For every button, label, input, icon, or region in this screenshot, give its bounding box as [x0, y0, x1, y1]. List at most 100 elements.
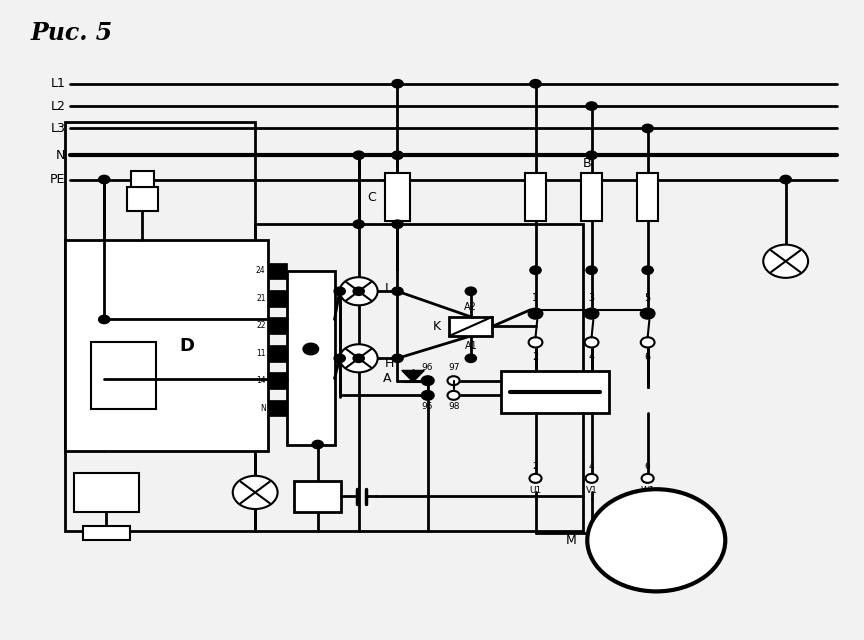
Circle shape [353, 151, 365, 159]
Circle shape [586, 310, 597, 318]
Circle shape [585, 337, 599, 348]
Text: 4: 4 [588, 461, 594, 470]
Circle shape [530, 79, 541, 88]
Circle shape [448, 376, 460, 385]
Text: A1: A1 [465, 341, 477, 351]
Circle shape [641, 337, 655, 348]
Text: 3: 3 [588, 292, 594, 303]
Bar [501, 371, 609, 413]
Text: 24: 24 [256, 266, 265, 275]
Text: D: D [180, 337, 194, 355]
Circle shape [530, 266, 541, 275]
Bar [66, 240, 268, 451]
Circle shape [334, 354, 346, 362]
Circle shape [642, 474, 654, 483]
Circle shape [392, 79, 403, 88]
Bar [255, 224, 583, 531]
Circle shape [353, 354, 365, 362]
Circle shape [642, 310, 653, 318]
Circle shape [340, 277, 378, 305]
Text: 96: 96 [421, 364, 433, 372]
Circle shape [642, 124, 653, 132]
Circle shape [312, 440, 323, 449]
Text: N: N [260, 404, 265, 413]
Circle shape [530, 474, 542, 483]
Circle shape [588, 489, 725, 591]
Text: I: I [384, 282, 388, 294]
Bar [268, 290, 287, 307]
Circle shape [530, 310, 541, 318]
Text: 3 ~: 3 ~ [645, 548, 668, 561]
Circle shape [98, 175, 110, 184]
Bar [525, 173, 546, 221]
Circle shape [422, 391, 434, 400]
Circle shape [422, 376, 433, 385]
Polygon shape [402, 371, 424, 382]
Circle shape [586, 102, 597, 110]
Bar [384, 173, 410, 221]
Bar [131, 171, 154, 187]
Bar [92, 342, 156, 410]
Text: 1: 1 [532, 292, 538, 303]
Text: 6: 6 [645, 352, 651, 362]
Text: B: B [583, 157, 592, 170]
Circle shape [465, 287, 476, 296]
Text: C: C [367, 191, 376, 204]
Text: 2: 2 [533, 461, 538, 470]
Text: N: N [56, 148, 66, 162]
Bar [449, 317, 492, 336]
Text: 98: 98 [448, 403, 461, 412]
Text: M: M [566, 534, 577, 547]
Circle shape [392, 354, 403, 362]
Bar [268, 262, 287, 279]
Text: 21: 21 [256, 294, 265, 303]
Text: A: A [383, 372, 391, 385]
Text: PE: PE [50, 173, 66, 186]
Text: M: M [648, 520, 664, 538]
Text: L3: L3 [50, 122, 66, 135]
Text: H: H [384, 357, 394, 370]
Circle shape [392, 220, 403, 228]
Bar [268, 372, 287, 389]
Text: W1: W1 [640, 486, 655, 495]
Circle shape [529, 308, 543, 319]
Text: 4: 4 [588, 352, 594, 362]
Circle shape [586, 266, 597, 275]
Bar [268, 317, 287, 334]
Circle shape [642, 266, 653, 275]
Text: Рис. 5: Рис. 5 [31, 21, 113, 45]
Circle shape [303, 343, 319, 355]
Circle shape [98, 316, 110, 324]
Bar [83, 526, 130, 540]
Bar [127, 187, 158, 211]
Circle shape [392, 151, 403, 159]
Text: 22: 22 [256, 321, 265, 330]
Circle shape [763, 244, 808, 278]
Bar [287, 271, 334, 445]
Bar [74, 473, 139, 511]
Text: L1: L1 [50, 77, 66, 90]
Circle shape [780, 175, 791, 184]
Text: U1: U1 [530, 486, 542, 495]
Text: 11: 11 [256, 349, 265, 358]
Bar [581, 173, 602, 221]
Circle shape [529, 337, 543, 348]
Text: T: T [314, 489, 322, 503]
Bar [638, 173, 658, 221]
Text: L2: L2 [50, 100, 66, 113]
Text: OIL: OIL [96, 488, 117, 497]
Text: 97: 97 [448, 364, 461, 372]
Circle shape [232, 476, 277, 509]
Circle shape [353, 220, 365, 228]
Text: V1: V1 [586, 486, 598, 495]
Circle shape [465, 354, 476, 362]
Circle shape [448, 391, 460, 400]
Circle shape [585, 308, 599, 319]
Text: K: K [433, 320, 441, 333]
Circle shape [586, 474, 598, 483]
Bar [294, 481, 341, 511]
Circle shape [641, 308, 655, 319]
Text: 6: 6 [645, 461, 651, 470]
Text: 5: 5 [645, 292, 651, 303]
Circle shape [392, 287, 403, 296]
